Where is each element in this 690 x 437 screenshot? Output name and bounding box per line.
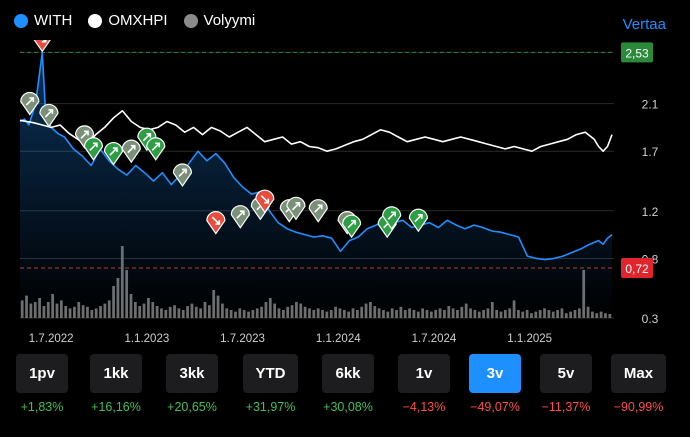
period-button[interactable]: YTD [243,354,298,393]
y-tick-label: 1.2 [642,205,659,219]
period-3kk[interactable]: 3kk +20,65% [166,354,218,414]
range-low-badge: 0,72 [625,262,649,276]
x-tick-label: 1.1.2024 [316,333,361,345]
buy-marker-icon[interactable] [20,91,40,116]
period-selector: 1pv +1,83% 1kk +16,16% 3kk +20,65% YTD +31,97% 6… [0,354,690,434]
range-low-badge-bg [621,257,653,278]
buy-marker-icon[interactable] [39,103,59,128]
buy-marker-icon[interactable] [83,137,104,161]
period-1pv[interactable]: 1pv +1,83% [16,354,68,414]
buy-marker-icon[interactable] [342,214,362,239]
period-change: −4,13% [402,400,446,414]
period-6kk[interactable]: 6kk +30,08% [322,354,374,414]
legend-label: WITH [34,12,73,29]
buy-marker-icon[interactable] [74,125,95,149]
buy-marker-icon[interactable] [308,199,328,223]
period-max[interactable]: Max −90,99% [611,354,666,414]
period-button[interactable]: 3kk [166,354,218,393]
legend-item-omxhpi[interactable]: OMXHPI [88,12,168,29]
buy-marker-icon[interactable] [172,163,193,188]
compare-button[interactable]: Vertaa [622,16,666,33]
period-change: −49,07% [470,400,520,414]
y-tick-label: 1.7 [642,145,659,159]
period-button[interactable]: 5v [540,354,592,393]
period-change: +1,83% [20,400,64,414]
period-change: −90,99% [613,400,664,414]
sell-marker-icon[interactable] [206,211,226,235]
x-tick-label: 1.1.2023 [124,333,169,345]
period-ytd[interactable]: YTD +31,97% [243,354,298,414]
period-change: +16,16% [91,400,141,414]
legend-dot-icon [14,13,28,28]
period-button[interactable]: 1pv [16,354,68,393]
period-button[interactable]: Max [611,354,666,393]
legend-label: OMXHPI [108,12,168,29]
buy-marker-icon[interactable] [121,139,141,164]
buy-marker-icon[interactable] [103,141,124,166]
legend-label: Volyymi [203,12,256,29]
period-change: +31,97% [245,400,296,414]
period-1kk[interactable]: 1kk +16,16% [90,354,142,414]
period-change: −11,37% [541,400,591,414]
sell-marker-icon[interactable] [255,189,275,214]
period-1v[interactable]: 1v −4,13% [398,354,450,414]
legend-dot-icon [88,13,103,28]
with-area [20,52,612,318]
buy-marker-icon[interactable] [230,205,250,229]
chart-legend: WITH OMXHPI Volyymi [14,12,255,29]
period-button[interactable]: 1v [398,354,450,393]
sell-marker-icon[interactable] [33,40,51,53]
period-change: +20,65% [167,400,217,414]
y-tick-label: 2.1 [642,98,659,112]
buy-marker-icon[interactable] [382,206,402,230]
period-3v[interactable]: 3v −49,07% [469,354,521,414]
period-5v[interactable]: 5v −11,37% [540,354,592,414]
price-chart[interactable]: 2.11.71.20.80.32,530,721.7.20221.1.20231… [0,40,690,345]
legend-item-with[interactable]: WITH [14,12,72,29]
legend-item-volume[interactable]: Volyymi [183,12,256,29]
buy-marker-icon[interactable] [146,137,166,161]
range-high-badge-bg [621,42,653,63]
legend-dot-icon [183,13,198,28]
period-button[interactable]: 3v [469,354,521,393]
buy-marker-icon[interactable] [408,208,428,233]
series-line-omxhpi [19,109,613,152]
period-button[interactable]: 6kk [322,354,374,393]
buy-marker-icon[interactable] [286,196,306,221]
period-button[interactable]: 1kk [90,354,142,393]
range-high-badge: 2,53 [625,46,649,60]
x-tick-label: 1.1.2025 [507,333,552,345]
x-tick-label: 1.7.2024 [412,333,457,345]
x-tick-label: 1.7.2023 [220,333,265,345]
period-change: +30,08% [323,400,373,414]
y-tick-label: 0.3 [642,312,659,326]
x-tick-label: 1.7.2022 [29,333,74,345]
